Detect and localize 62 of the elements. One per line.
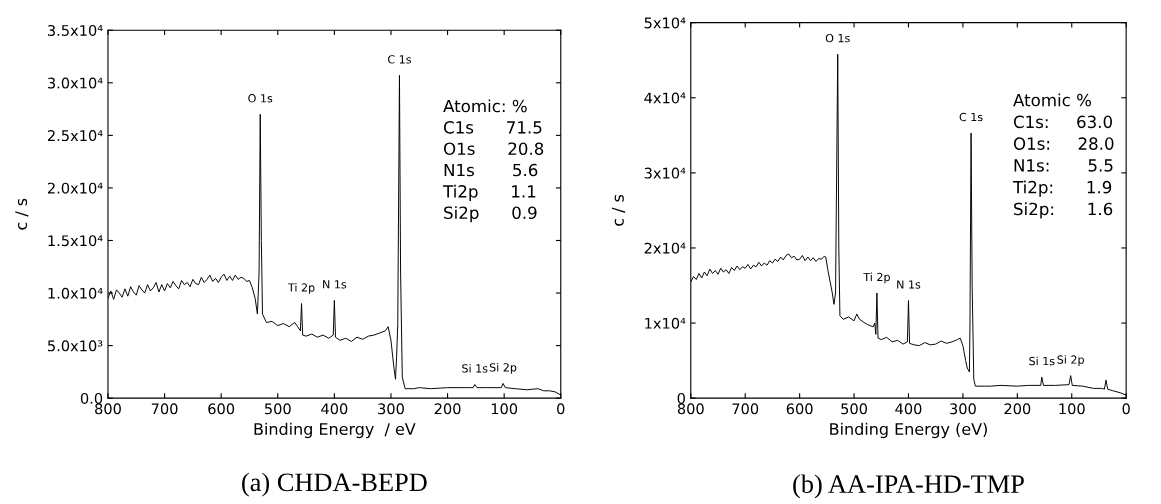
annotation: Ti2p 1.1 [442, 184, 536, 201]
annotation: O 1s [248, 94, 273, 103]
x-tick-label: 100 [1059, 403, 1085, 415]
x-tick-label: 400 [895, 403, 922, 415]
annotation: C1s 71.5 [443, 121, 542, 134]
annotation: Atomic % [1013, 93, 1092, 107]
y-tick-label: 1.5x10⁴ [48, 235, 103, 247]
x-tick-label: 0 [1122, 403, 1130, 415]
annotation: O1s: 28.0 [1013, 137, 1114, 150]
x-axis-title: Binding Energy (eV) [830, 422, 987, 439]
x-tick-label: 600 [208, 403, 235, 415]
annotation: Si 1s [1029, 356, 1055, 366]
x-tick-label: 800 [95, 403, 121, 415]
annotation: N1s 5.6 [444, 163, 538, 177]
x-tick-label: 200 [1004, 403, 1031, 415]
annotation: Si 2p [1057, 355, 1084, 366]
x-tick-label: 700 [732, 403, 759, 415]
y-tick-label: 1x10⁴ [645, 317, 686, 329]
y-tick-label: 2.0x10⁴ [47, 182, 103, 194]
y-axis-title: c / s [611, 194, 626, 226]
y-tick-label: 4x10⁴ [644, 92, 686, 104]
y-tick-label: 0 [677, 392, 685, 404]
x-tick-label: 700 [151, 403, 178, 415]
annotation: C1s: 63.0 [1013, 115, 1112, 129]
x-axis-title: Binding Energy / eV [254, 422, 416, 439]
x-tick-label: 500 [264, 403, 291, 415]
text: (a) CHDA-BEPD [242, 472, 427, 497]
text: (b) AA-IPA-HD-TMP [793, 474, 1024, 499]
x-tick-label: 400 [321, 403, 348, 415]
y-tick-label: 3.0x10⁴ [48, 77, 103, 89]
x-tick-label: 800 [677, 403, 704, 415]
x-tick-label: 200 [434, 403, 461, 415]
annotation: Ti 2p [287, 283, 315, 294]
y-tick-label: 0.0 [80, 392, 103, 404]
x-tick-label: 600 [786, 403, 813, 415]
annotation: Ti 2p [863, 272, 890, 284]
y-tick-label: 3x10⁴ [644, 167, 686, 179]
y-tick-label: 5.0x10³ [48, 340, 103, 352]
y-tick-label: 2.5x10⁴ [47, 130, 103, 142]
annotation: O1s 20.8 [443, 142, 544, 156]
annotation: Si 1s [462, 364, 488, 373]
x-tick-label: 100 [491, 403, 518, 415]
y-axis-title: c / s [15, 198, 29, 230]
y-tick-label: 1.0x10⁴ [48, 287, 103, 299]
x-tick-label: 0 [557, 403, 565, 415]
annotation: Si 2p [489, 362, 517, 374]
annotation: C 1s [959, 112, 983, 122]
annotation: Atomic: % [443, 99, 527, 113]
x-tick-label: 500 [841, 403, 868, 415]
annotation: N 1s [897, 280, 921, 289]
y-tick-label: 3.5x10⁴ [48, 24, 103, 36]
annotation: Ti2p: 1.9 [1012, 180, 1112, 197]
x-tick-label: 300 [950, 403, 976, 415]
annotation: O 1s [825, 33, 850, 43]
x-tick-label: 300 [378, 403, 404, 415]
annotation: N 1s [323, 280, 347, 289]
y-tick-label: 5x10⁴ [644, 17, 686, 29]
annotation: Si2p 0.9 [444, 206, 537, 223]
annotation: C 1s [388, 55, 411, 64]
annotation: N1s: 5.5 [1014, 159, 1113, 172]
y-tick-label: 2x10⁴ [644, 242, 686, 254]
annotation: Si2p: 1.6 [1014, 202, 1113, 219]
